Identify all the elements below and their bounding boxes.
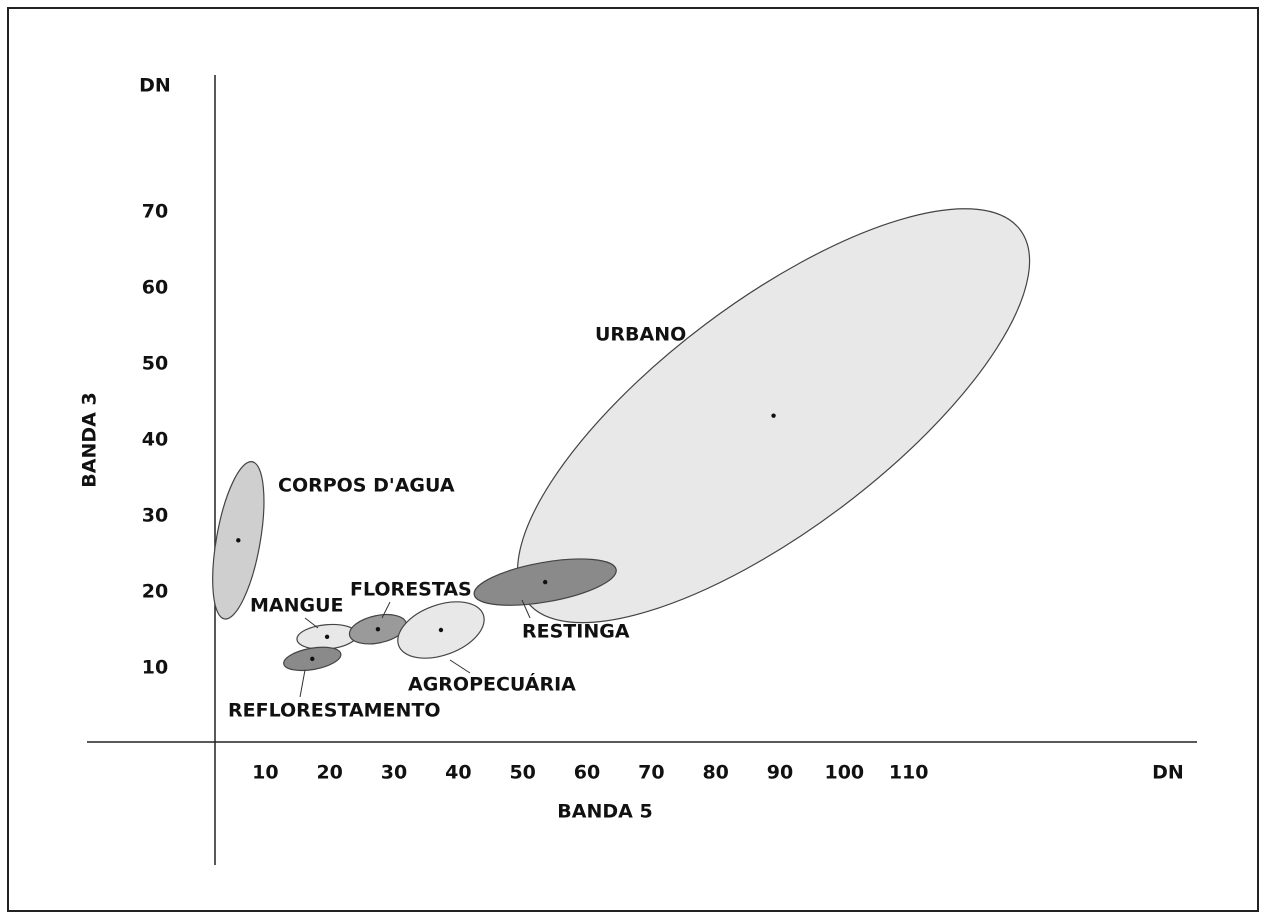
y-tick-label: 70 bbox=[142, 201, 168, 223]
y-tick-label: 30 bbox=[142, 505, 168, 527]
x-tick-label: 50 bbox=[509, 762, 535, 784]
class-center bbox=[310, 656, 315, 662]
x-tick-label: 30 bbox=[381, 762, 407, 784]
x-tick-label: 20 bbox=[316, 762, 342, 784]
y-unit: DN bbox=[139, 75, 171, 97]
leader-line bbox=[304, 617, 319, 629]
y-axis-label: BANDA 3 bbox=[79, 392, 101, 487]
leader-line bbox=[449, 659, 471, 674]
x-unit: DN bbox=[1152, 762, 1184, 784]
class-label: AGROPECUÁRIA bbox=[408, 673, 576, 696]
class-center bbox=[542, 579, 548, 585]
class-label: MANGUE bbox=[250, 595, 344, 617]
x-tick-label: 100 bbox=[824, 762, 864, 784]
x-tick-label: 90 bbox=[767, 762, 793, 784]
y-tick-label: 20 bbox=[142, 581, 168, 603]
class-label: URBANO bbox=[595, 324, 686, 346]
y-tick-label: 60 bbox=[142, 277, 168, 299]
class-center bbox=[771, 413, 776, 418]
class-label: RESTINGA bbox=[522, 621, 630, 643]
y-tick-label: 10 bbox=[142, 657, 168, 679]
x-tick-label: 10 bbox=[252, 762, 278, 784]
y-tick-label: 50 bbox=[142, 353, 168, 375]
x-tick-label: 80 bbox=[702, 762, 728, 784]
class-center bbox=[438, 627, 444, 633]
x-tick-label: 60 bbox=[574, 762, 600, 784]
leader-line bbox=[381, 601, 391, 619]
class-center bbox=[236, 538, 241, 543]
y-tick-label: 40 bbox=[142, 429, 168, 451]
class-label: REFLORESTAMENTO bbox=[228, 700, 441, 722]
class-center bbox=[324, 634, 330, 640]
x-axis-label: BANDA 5 bbox=[557, 801, 652, 823]
leader-line bbox=[299, 669, 306, 698]
x-tick-label: 70 bbox=[638, 762, 664, 784]
class-label: CORPOS D'AGUA bbox=[278, 475, 455, 497]
class-label: FLORESTAS bbox=[350, 579, 472, 601]
x-tick-label: 110 bbox=[889, 762, 929, 784]
class-center bbox=[375, 627, 381, 632]
leader-line bbox=[521, 599, 531, 619]
x-tick-label: 40 bbox=[445, 762, 471, 784]
plot bbox=[212, 208, 1031, 672]
